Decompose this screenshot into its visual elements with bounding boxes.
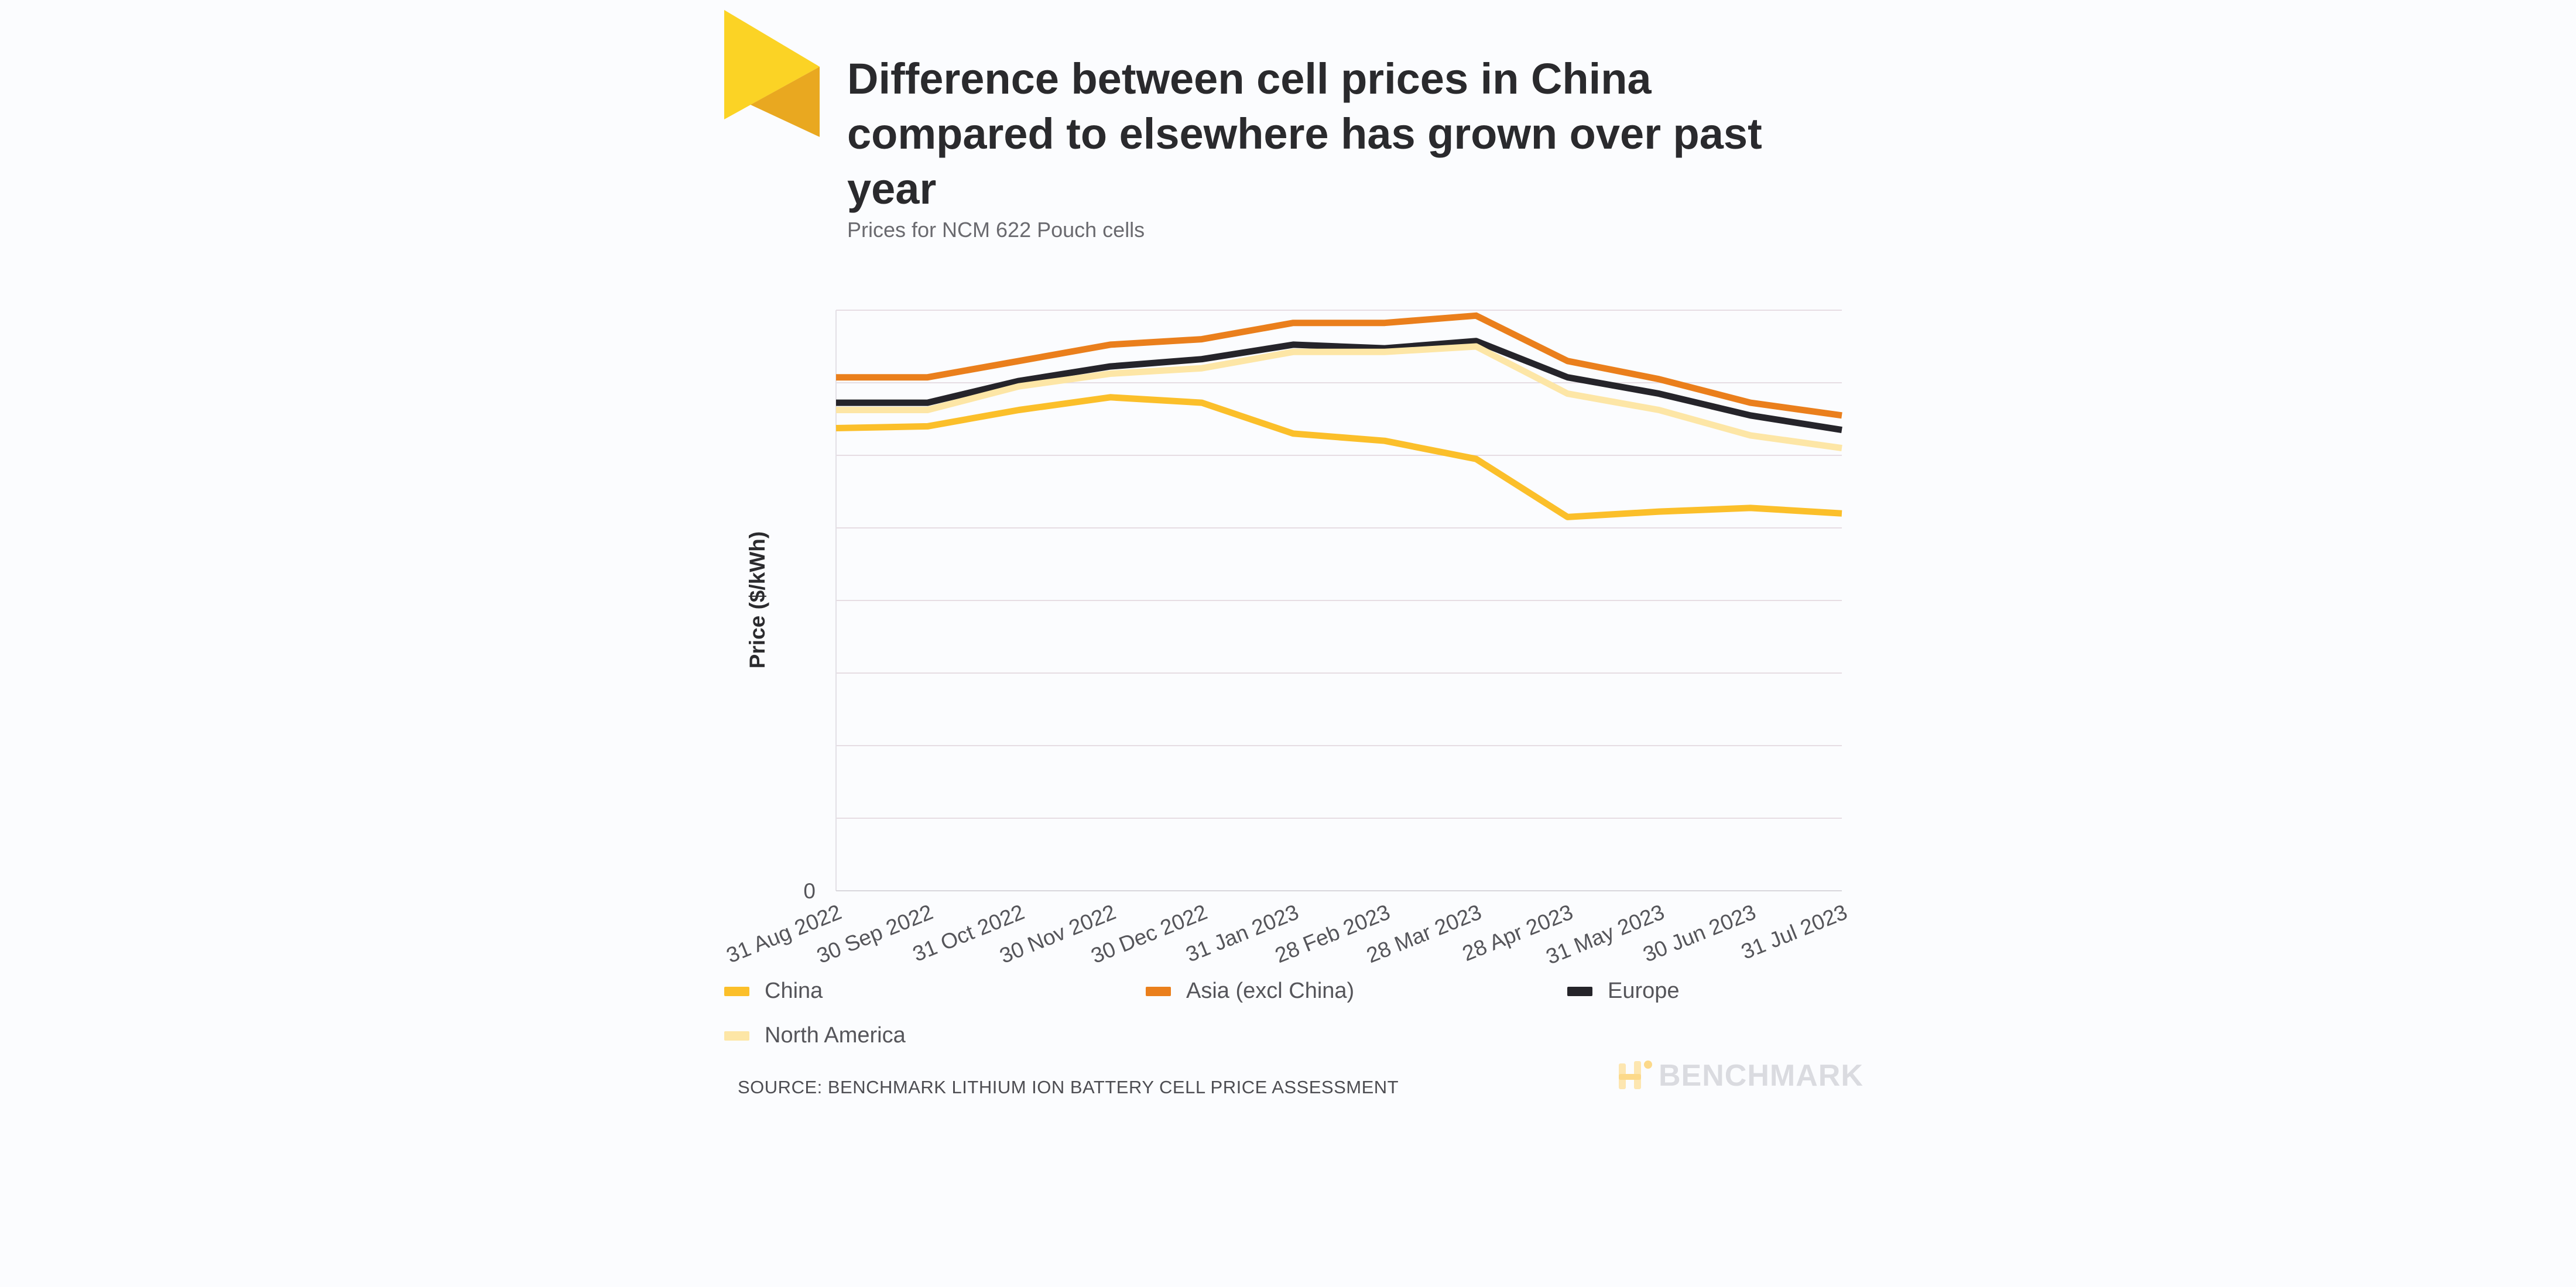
legend-label: China xyxy=(765,979,823,1003)
legend-swatch xyxy=(1146,986,1171,996)
brand-triangle-logo xyxy=(724,10,820,137)
benchmark-mark-icon xyxy=(1619,1061,1652,1089)
source-note: SOURCE: BENCHMARK LITHIUM ION BATTERY CE… xyxy=(738,1077,1399,1097)
legend: China Asia (excl China) Europe North Americ… xyxy=(724,972,1837,1065)
series-line-china xyxy=(835,394,1842,520)
legend-label: North America xyxy=(765,1023,906,1048)
legend-item: Asia (excl China) xyxy=(1146,979,1354,1004)
series-line-europe xyxy=(836,338,1842,434)
series-lines xyxy=(835,312,1842,520)
legend-item: Europe xyxy=(1567,979,1680,1004)
y-tick-label-0: 0 xyxy=(803,879,816,903)
legend-swatch xyxy=(724,986,749,996)
legend-swatch xyxy=(1567,986,1592,996)
series-line-north-america xyxy=(836,343,1842,452)
chart-title: Difference between cell prices in China … xyxy=(847,54,1762,213)
x-tick-label: 31 Jul 2023 xyxy=(1738,900,1851,964)
logo-triangle-dark xyxy=(751,67,820,137)
legend-label: Europe xyxy=(1608,979,1680,1003)
chart-subtitle: Prices for NCM 622 Pouch cells xyxy=(847,218,1145,242)
series-line-asia-excl-china xyxy=(836,312,1842,419)
legend-item: North America xyxy=(724,1023,906,1048)
y-axis-label: Price ($/kWh) xyxy=(745,531,769,668)
benchmark-logo: BENCHMARK xyxy=(1613,1058,1864,1093)
benchmark-wordmark: BENCHMARK xyxy=(1659,1059,1864,1093)
legend-item: China xyxy=(724,979,823,1004)
legend-swatch xyxy=(724,1031,749,1041)
logo-triangle-light xyxy=(724,10,820,119)
legend-label: Asia (excl China) xyxy=(1186,979,1355,1003)
